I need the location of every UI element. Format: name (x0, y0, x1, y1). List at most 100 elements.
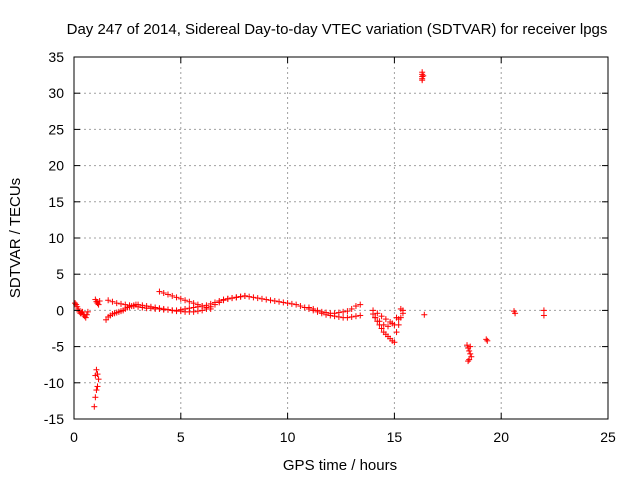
data-point (305, 304, 312, 311)
data-point (288, 300, 295, 307)
data-point (91, 403, 98, 410)
data-point (357, 312, 364, 319)
data-point (352, 303, 359, 310)
data-point (467, 350, 474, 357)
data-point (92, 372, 99, 379)
data-point (357, 301, 364, 308)
y-axis-label: SDTVAR / TECUs (7, 178, 24, 298)
data-point (391, 339, 398, 346)
data-point (380, 321, 387, 328)
data-point (352, 313, 359, 320)
y-tick-label: -10 (44, 375, 64, 391)
data-point (464, 342, 471, 349)
y-tick-label: 5 (56, 266, 64, 282)
data-point (384, 323, 391, 330)
data-points (72, 69, 547, 410)
data-point (237, 293, 244, 300)
data-point (199, 303, 206, 310)
data-point (96, 297, 103, 304)
data-point (399, 310, 406, 317)
x-tick-label: 25 (600, 429, 616, 445)
data-point (92, 394, 99, 401)
data-point (147, 305, 154, 312)
y-tick-label: 0 (56, 302, 64, 318)
y-tick-label: 30 (48, 85, 64, 101)
data-point (95, 301, 102, 308)
data-point (126, 302, 133, 309)
data-point (263, 296, 270, 303)
data-point (310, 305, 317, 312)
x-tick-label: 10 (280, 429, 296, 445)
data-point (376, 318, 383, 325)
data-point (370, 307, 377, 314)
data-point (190, 300, 197, 307)
data-point (393, 314, 400, 321)
data-point (194, 308, 201, 315)
data-point (258, 295, 265, 302)
data-point (420, 72, 427, 79)
data-point (156, 305, 163, 312)
data-point (344, 308, 351, 315)
data-point (169, 292, 176, 299)
data-point (348, 313, 355, 320)
data-point (466, 356, 473, 363)
data-point (220, 297, 227, 304)
x-tick-label: 15 (387, 429, 403, 445)
x-axis-ticks: 0 5 10 15 20 25 (70, 57, 616, 445)
data-point (130, 303, 137, 310)
data-point (314, 307, 321, 314)
data-point (93, 387, 100, 394)
data-point (113, 300, 120, 307)
data-point (190, 308, 197, 315)
y-tick-label: 35 (48, 49, 64, 65)
data-point (75, 305, 82, 312)
data-point (95, 376, 102, 383)
data-point (82, 314, 89, 321)
data-point (177, 295, 184, 302)
data-point (169, 307, 176, 314)
data-point (284, 300, 291, 307)
data-point (540, 307, 547, 314)
data-point (233, 294, 240, 301)
y-tick-label: 20 (48, 158, 64, 174)
data-point (389, 320, 396, 327)
data-point (117, 300, 124, 307)
data-point (271, 297, 278, 304)
data-point (419, 69, 426, 76)
data-point (83, 311, 90, 318)
data-point (466, 347, 473, 354)
data-point (211, 301, 218, 308)
data-point (348, 305, 355, 312)
data-point (378, 325, 385, 332)
data-point (421, 311, 428, 318)
data-point (323, 309, 330, 316)
data-point (540, 312, 547, 319)
x-tick-label: 20 (493, 429, 509, 445)
y-tick-label: -15 (44, 411, 64, 427)
data-point (241, 292, 248, 299)
data-point (224, 295, 231, 302)
data-point (280, 299, 287, 306)
y-tick-label: 15 (48, 194, 64, 210)
data-point (173, 294, 180, 301)
y-tick-label: 25 (48, 121, 64, 137)
data-point (93, 366, 100, 373)
data-point (94, 383, 101, 390)
data-point (164, 291, 171, 298)
data-point (397, 305, 404, 312)
data-point (84, 308, 91, 315)
data-point (318, 308, 325, 315)
data-point (331, 310, 338, 317)
data-point (207, 305, 214, 312)
data-point (512, 310, 519, 317)
data-point (164, 306, 171, 313)
y-tick-label: 10 (48, 230, 64, 246)
data-point (105, 297, 112, 304)
data-point (135, 303, 142, 310)
y-tick-label: -5 (52, 339, 65, 355)
data-point (250, 294, 257, 301)
data-point (156, 288, 163, 295)
data-point (182, 297, 189, 304)
data-point (177, 308, 184, 315)
